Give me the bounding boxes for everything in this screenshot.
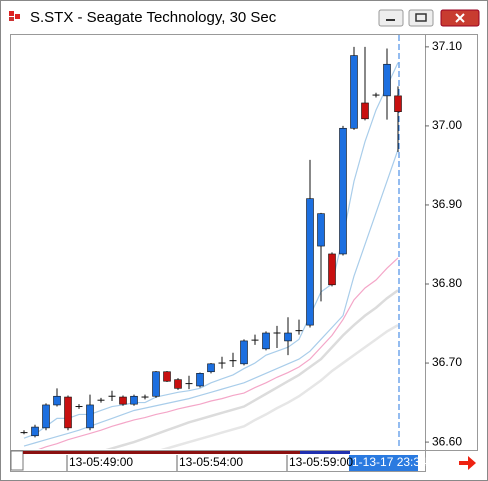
- candle-body: [53, 395, 61, 406]
- y-tick-label: 36.80: [432, 276, 462, 290]
- candle-body: [207, 363, 215, 373]
- scroll-right-arrow[interactable]: [459, 456, 476, 470]
- close-button[interactable]: [440, 9, 480, 27]
- candle-body: [64, 396, 72, 429]
- y-tick-label: 37.00: [432, 118, 462, 132]
- cursor-label-box: [349, 455, 418, 471]
- x-tick-label: 13-05:54:00: [179, 455, 243, 469]
- price-axis: [425, 34, 478, 451]
- moving-average: [160, 324, 399, 449]
- maximize-button[interactable]: [408, 9, 434, 27]
- scroll-thumb: [300, 451, 350, 454]
- minimize-button[interactable]: [378, 9, 404, 27]
- y-tick-label: 36.90: [432, 197, 462, 211]
- moving-average: [38, 257, 399, 449]
- candle-body: [328, 253, 336, 286]
- candle-body: [130, 395, 138, 405]
- candle-body: [174, 379, 182, 389]
- title-bar: [1, 1, 487, 31]
- candle-body: [306, 198, 314, 326]
- candle-body: [163, 371, 171, 382]
- candle-body: [240, 340, 248, 365]
- y-tick-label: 37.10: [432, 39, 462, 53]
- candle-body: [339, 127, 347, 255]
- candle-body: [262, 332, 270, 350]
- candle-body: [284, 332, 292, 342]
- candle-body: [317, 213, 325, 247]
- candle-body: [86, 404, 94, 429]
- candle-body: [383, 63, 391, 97]
- cursor-label: 1-13-17 23:34:00: [352, 455, 444, 469]
- y-tick-label: 36.70: [432, 355, 462, 369]
- window-title: S.STX - Seagate Technology, 30 Sec: [30, 9, 277, 26]
- scroll-track: [23, 451, 350, 454]
- candle-body: [196, 373, 204, 387]
- candle-body: [152, 371, 160, 397]
- candle-body: [31, 426, 39, 437]
- candle-body: [119, 396, 127, 405]
- x-tick-label: 13-05:49:00: [69, 455, 133, 469]
- candle-body: [394, 95, 402, 112]
- plot-area: [10, 34, 426, 451]
- candle-body: [361, 102, 369, 120]
- candle-body: [350, 55, 358, 129]
- app-icon: [9, 11, 20, 21]
- scroll-handle[interactable]: [10, 450, 24, 471]
- candle-body: [42, 404, 50, 429]
- y-tick-label: 36.60: [432, 434, 462, 448]
- x-tick-label: 13-05:59:00: [289, 455, 353, 469]
- moving-average: [105, 289, 399, 449]
